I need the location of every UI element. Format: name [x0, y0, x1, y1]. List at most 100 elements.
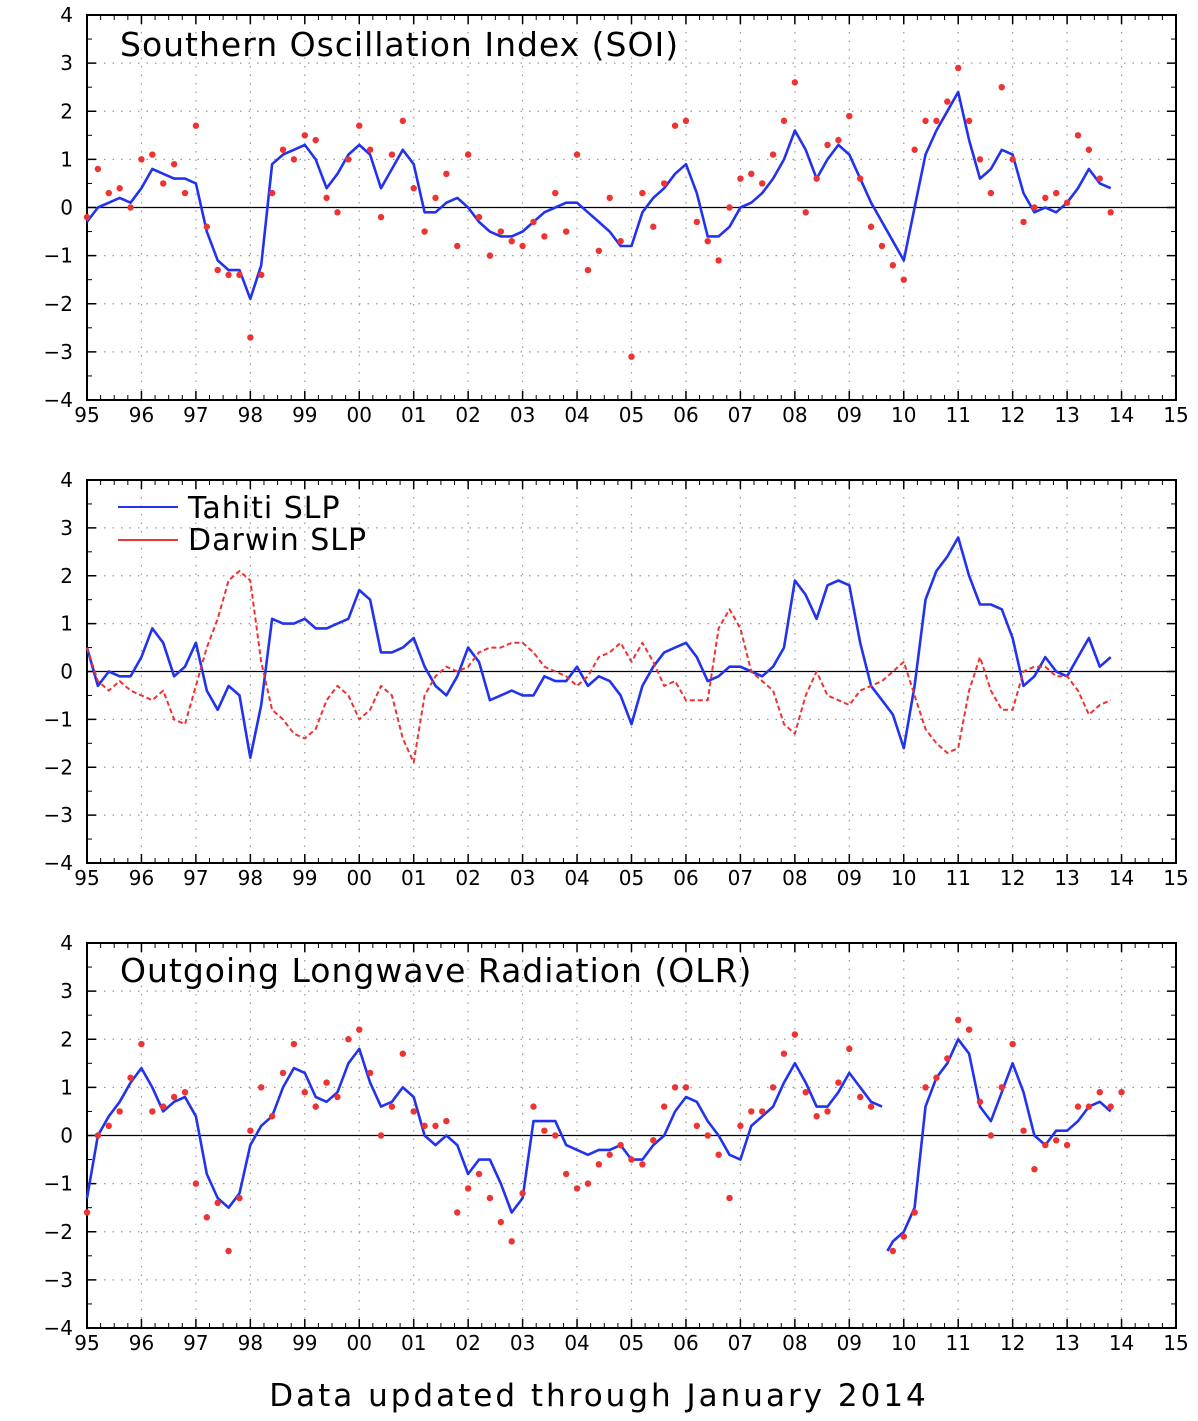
data-point [410, 185, 417, 192]
x-tick-label: 11 [945, 866, 970, 890]
y-tick-label: −1 [44, 1172, 73, 1196]
x-tick-label: 09 [837, 866, 862, 890]
data-point [236, 1194, 243, 1202]
x-tick-label: 98 [238, 866, 263, 890]
data-point [236, 271, 243, 279]
data-point [791, 1031, 799, 1038]
data-point [443, 1117, 450, 1125]
x-tick-label: 97 [183, 866, 208, 890]
y-tick-label: 2 [60, 1027, 73, 1051]
data-point [345, 1036, 352, 1043]
data-point [900, 1233, 907, 1240]
data-point [116, 185, 123, 192]
grid [87, 15, 1176, 400]
x-tick-label: 06 [673, 403, 698, 427]
data-point [617, 1141, 624, 1149]
data-point [454, 242, 461, 250]
y-tick-label: −2 [44, 292, 73, 316]
data-point [530, 1103, 537, 1110]
data-point [105, 1122, 112, 1130]
x-tick-label: 02 [455, 866, 480, 890]
data-point [181, 1088, 189, 1096]
data-point [170, 1093, 178, 1101]
data-point [1031, 204, 1038, 211]
data-point [911, 146, 918, 153]
data-point [247, 334, 254, 341]
data-point [1096, 175, 1103, 182]
x-tick-labels: 95 96 97 98 99 00 01 02 03 04 05 06 07 08 09 10 11 12 13 14… [74, 866, 1188, 890]
data-point [791, 79, 799, 86]
axis-ticks [86, 942, 1177, 1329]
x-tick-label: 98 [238, 403, 263, 427]
grid [87, 943, 1176, 1328]
data-point [998, 83, 1005, 91]
y-tick-label: 1 [60, 1075, 73, 1099]
y-tick-label: 4 [60, 931, 73, 955]
data-point [279, 146, 287, 153]
x-tick-label: 10 [891, 1331, 916, 1355]
x-tick-label: 15 [1163, 866, 1188, 890]
y-tick-label: −1 [44, 707, 73, 731]
y-tick-label: 3 [60, 979, 73, 1003]
data-point [933, 1074, 940, 1081]
y-tick-label: 0 [60, 1124, 73, 1148]
data-point [998, 1084, 1005, 1091]
data-point [748, 170, 755, 178]
x-tick-label: 05 [619, 403, 644, 427]
data-point [737, 175, 744, 182]
x-tick-label: 96 [129, 866, 154, 890]
data-point [432, 1122, 439, 1130]
x-tick-label: 14 [1109, 403, 1134, 427]
data-point [508, 237, 515, 245]
data-point [519, 1190, 526, 1197]
data-point [541, 1127, 548, 1134]
data-point [290, 1040, 298, 1048]
x-tick-label: 06 [673, 1331, 698, 1355]
data-point [1009, 1040, 1016, 1048]
legend: Tahiti SLP Darwin SLP [118, 491, 366, 558]
data-point [323, 194, 330, 202]
footer-note: Data updated through January 2014 [269, 1378, 929, 1414]
data-point [203, 223, 210, 230]
legend-label-tahiti: Tahiti SLP [187, 491, 341, 526]
data-point [149, 1108, 156, 1115]
data-point [432, 194, 439, 202]
data-point [693, 218, 701, 226]
data-point [410, 1108, 417, 1115]
x-tick-label: 14 [1109, 866, 1134, 890]
x-tick-label: 14 [1109, 1331, 1134, 1355]
data-point [519, 242, 526, 250]
x-tick-label: 01 [401, 403, 426, 427]
data-point [976, 156, 984, 163]
data-point [639, 189, 646, 197]
y-tick-label: 3 [60, 51, 73, 75]
y-tick-label: 1 [60, 612, 73, 636]
y-tick-label: 0 [60, 196, 73, 220]
data-point [83, 213, 91, 221]
data-point [1020, 1127, 1027, 1134]
y-tick-labels: −4 −3 −2 −1 0 1 2 3 4 [44, 468, 73, 875]
x-tick-label: 97 [183, 403, 208, 427]
data-point [1020, 218, 1027, 226]
data-point [922, 117, 929, 125]
data-point [399, 117, 407, 125]
data-point [606, 1151, 613, 1158]
data-point [889, 1247, 897, 1255]
data-point [530, 218, 537, 226]
grid [87, 480, 1176, 863]
y-tick-label: −3 [44, 803, 73, 827]
data-point [366, 1069, 374, 1077]
data-point [1053, 1137, 1060, 1144]
data-point [671, 122, 679, 129]
data-point [290, 156, 298, 163]
data-point [715, 257, 722, 264]
x-tick-label: 96 [129, 1331, 154, 1355]
data-point [889, 262, 897, 269]
data-point [1063, 199, 1071, 206]
x-tick-label: 08 [782, 866, 807, 890]
x-tick-label: 02 [455, 403, 480, 427]
x-tick-label: 09 [837, 1331, 862, 1355]
x-tick-label: 05 [619, 1331, 644, 1355]
